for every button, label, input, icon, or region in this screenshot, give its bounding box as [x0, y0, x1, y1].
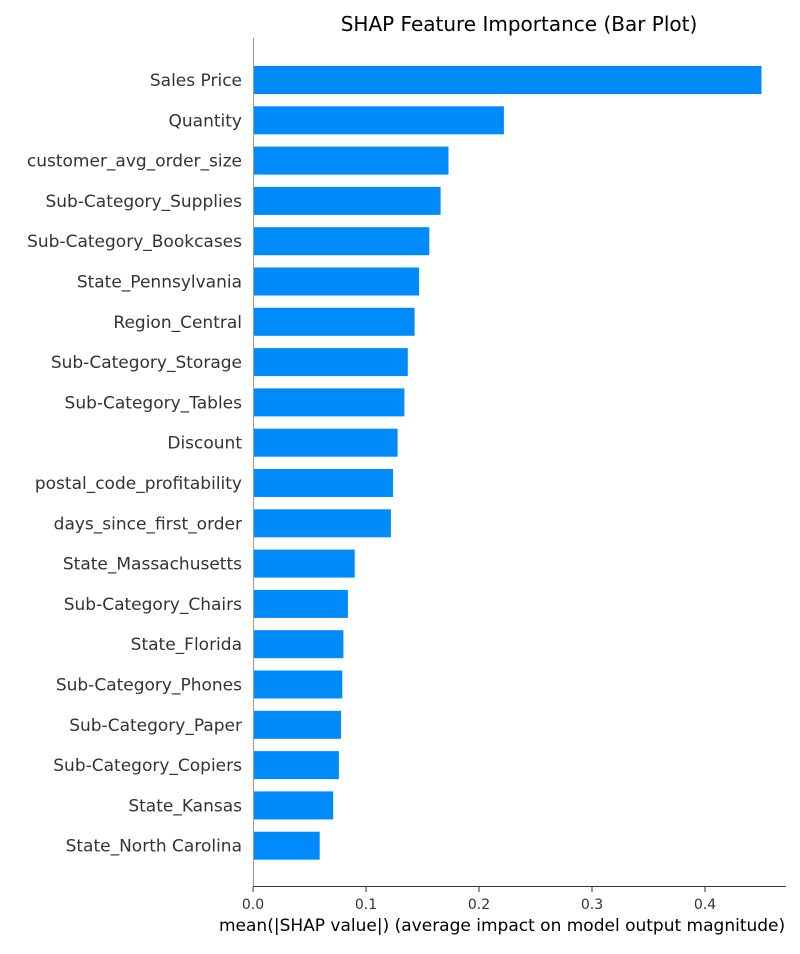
bar	[253, 428, 398, 457]
x-tick-label: 0.0	[242, 897, 264, 913]
bar	[253, 831, 320, 860]
y-tick-label: postal_code_profitability	[35, 474, 242, 494]
y-tick-label: Sub-Category_Phones	[56, 676, 242, 696]
y-tick-labels: Sales Price Quantity customer_avg_order_si…	[27, 71, 242, 857]
bar	[253, 509, 391, 538]
bar	[253, 469, 394, 497]
y-tick-label: Quantity	[169, 111, 242, 131]
bar	[253, 66, 762, 94]
y-tick-label: Discount	[167, 434, 242, 454]
x-tick-label: 0.3	[581, 897, 603, 913]
bar	[253, 227, 430, 256]
bar	[253, 751, 339, 780]
x-ticks: 0.0 0.1 0.2 0.3 0.4	[242, 887, 716, 913]
y-tick-label: State_Kansas	[128, 796, 242, 816]
y-tick-label: customer_avg_order_size	[27, 152, 242, 172]
bar	[253, 307, 415, 336]
bar	[253, 710, 342, 739]
chart-title: SHAP Feature Importance (Bar Plot)	[341, 12, 698, 36]
y-tick-label: Region_Central	[113, 313, 242, 333]
bars-group	[253, 66, 762, 860]
bar	[253, 388, 405, 417]
bar	[253, 106, 504, 135]
y-tick-label: Sub-Category_Paper	[69, 716, 242, 736]
y-tick-label: Sales Price	[150, 71, 242, 91]
y-tick-label: Sub-Category_Tables	[65, 393, 243, 413]
bar	[253, 348, 408, 377]
y-tick-label: Sub-Category_Storage	[51, 353, 242, 373]
bar	[253, 549, 355, 578]
bar	[253, 791, 334, 820]
y-tick-label: State_Florida	[131, 635, 242, 655]
y-tick-label: State_Massachusetts	[63, 555, 242, 575]
x-tick-label: 0.2	[468, 897, 490, 913]
x-tick-label: 0.1	[355, 897, 377, 913]
bar	[253, 589, 348, 618]
y-tick-label: Sub-Category_Supplies	[45, 192, 242, 212]
bar	[253, 186, 441, 215]
bar	[253, 630, 344, 659]
bar	[253, 267, 420, 296]
x-tick-label: 0.4	[694, 897, 716, 913]
y-tick-label: Sub-Category_Bookcases	[27, 232, 242, 252]
y-tick-label: State_North Carolina	[66, 837, 242, 857]
x-axis-label: mean(|SHAP value|) (average impact on mo…	[219, 916, 785, 936]
y-tick-label: days_since_first_order	[54, 514, 242, 534]
y-tick-label: Sub-Category_Chairs	[64, 595, 242, 615]
bar	[253, 146, 449, 175]
y-tick-label: State_Pennsylvania	[77, 273, 242, 293]
bar	[253, 670, 343, 699]
y-tick-label: Sub-Category_Copiers	[53, 756, 242, 776]
